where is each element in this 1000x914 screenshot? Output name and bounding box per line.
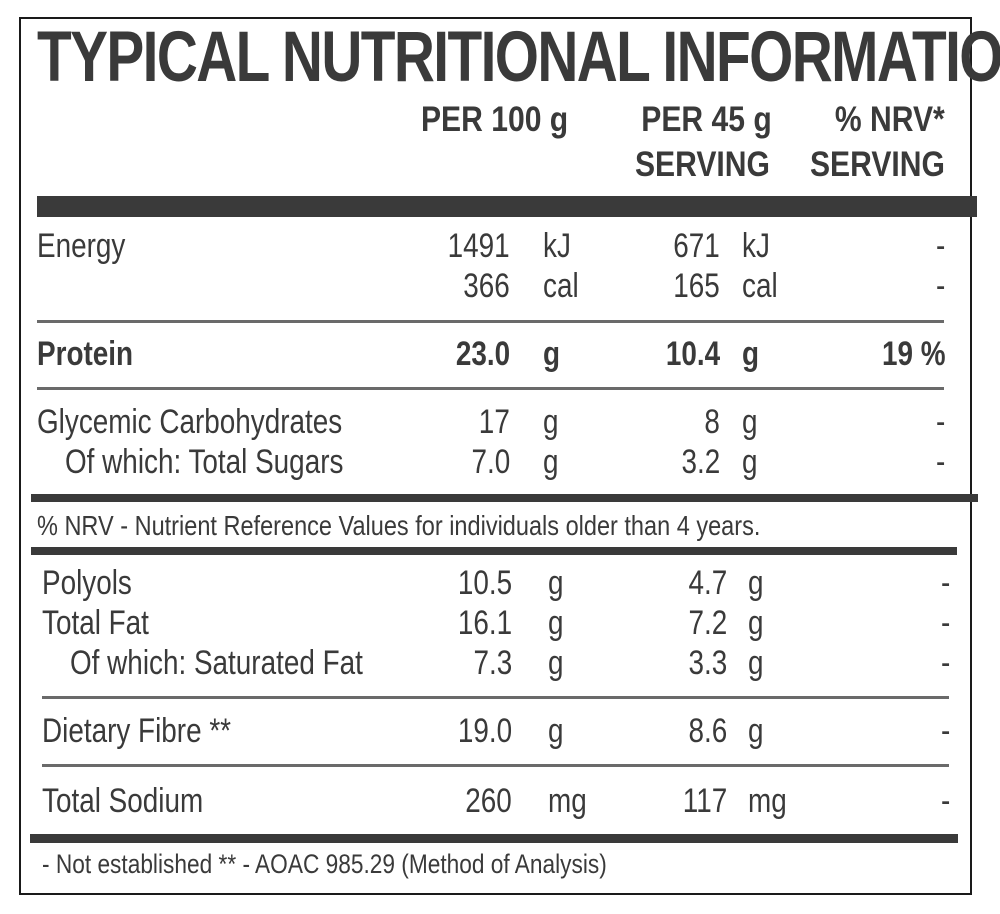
energy-unitserving-kj: kJ <box>742 227 770 265</box>
fat-serving: 7.2 <box>688 604 727 642</box>
polyols-per100: 10.5 <box>457 564 512 602</box>
energy-nrv-kj: - <box>935 227 945 265</box>
header-nrv-line2: SERVING <box>810 145 945 184</box>
satfat-unit100: g <box>548 644 564 682</box>
sodium-unitserving: mg <box>748 782 787 820</box>
satfat-nrv: - <box>940 644 950 682</box>
carbs-unit100: g <box>543 403 559 441</box>
protein-nrv: 19 % <box>881 335 945 373</box>
energy-per100-kj: 1491 <box>447 227 510 265</box>
carbs-per100: 17 <box>478 403 510 441</box>
sodium-per100: 260 <box>465 782 512 820</box>
row-divider <box>42 764 949 767</box>
sodium-nrv: - <box>940 782 950 820</box>
energy-per100-cal: 366 <box>463 267 510 305</box>
sugars-nrv: - <box>935 443 945 481</box>
section-divider-bar <box>31 547 957 555</box>
nrv-reference-note: % NRV - Nutrient Reference Values for in… <box>37 510 761 541</box>
row-label-energy: Energy <box>37 227 126 265</box>
polyols-unitserving: g <box>748 564 764 602</box>
energy-serving-cal: 165 <box>673 267 720 305</box>
footer-divider-bar <box>30 834 958 843</box>
carbs-nrv: - <box>935 403 945 441</box>
protein-per100: 23.0 <box>455 335 510 373</box>
header-divider-bar <box>37 196 977 217</box>
fat-unitserving: g <box>748 604 764 642</box>
fat-nrv: - <box>940 604 950 642</box>
sugars-serving: 3.2 <box>681 443 720 481</box>
fibre-unitserving: g <box>748 712 764 750</box>
nutrition-label-frame <box>19 17 972 895</box>
header-per-serving-line1: PER 45 g <box>641 100 772 139</box>
energy-unitserving-cal: cal <box>742 267 778 305</box>
energy-serving-kj: 671 <box>673 227 720 265</box>
sugars-unitserving: g <box>742 443 758 481</box>
section-divider-bar <box>31 494 978 502</box>
protein-serving: 10.4 <box>665 335 720 373</box>
row-label-total-fat: Total Fat <box>42 604 149 642</box>
satfat-unitserving: g <box>748 644 764 682</box>
satfat-per100: 7.3 <box>473 644 512 682</box>
fibre-unit100: g <box>548 712 564 750</box>
polyols-serving: 4.7 <box>688 564 727 602</box>
row-label-glycemic-carbohydrates: Glycemic Carbohydrates <box>37 403 343 441</box>
row-label-dietary-fibre: Dietary Fibre ** <box>42 712 232 750</box>
row-label-total-sugars: Of which: Total Sugars <box>65 443 344 481</box>
sugars-per100: 7.0 <box>471 443 510 481</box>
fibre-serving: 8.6 <box>688 712 727 750</box>
header-nrv-line1: % NRV* <box>835 100 945 139</box>
sodium-serving: 117 <box>682 782 727 820</box>
header-per-100g: PER 100 g <box>420 100 568 139</box>
sugars-unit100: g <box>543 443 559 481</box>
satfat-serving: 3.3 <box>688 644 727 682</box>
sodium-unit100: mg <box>548 782 587 820</box>
row-label-saturated-fat: Of which: Saturated Fat <box>70 644 363 682</box>
energy-unit100-cal: cal <box>543 267 579 305</box>
protein-unitserving: g <box>742 335 760 373</box>
row-divider <box>37 387 944 390</box>
row-label-polyols: Polyols <box>42 564 132 602</box>
footer-note: - Not established ** - AOAC 985.29 (Meth… <box>42 849 607 879</box>
fibre-nrv: - <box>940 712 950 750</box>
row-label-protein: Protein <box>37 335 134 373</box>
label-title: TYPICAL NUTRITIONAL INFORMATION <box>37 18 1000 97</box>
polyols-nrv: - <box>940 564 950 602</box>
fat-per100: 16.1 <box>457 604 512 642</box>
row-divider <box>37 320 944 323</box>
row-label-total-sodium: Total Sodium <box>42 782 204 820</box>
fibre-per100: 19.0 <box>457 712 512 750</box>
polyols-unit100: g <box>548 564 564 602</box>
fat-unit100: g <box>548 604 564 642</box>
protein-unit100: g <box>543 335 561 373</box>
row-divider <box>42 696 949 699</box>
header-per-serving-line2: SERVING <box>635 145 770 184</box>
energy-unit100-kj: kJ <box>543 227 571 265</box>
energy-nrv-cal: - <box>935 267 945 305</box>
carbs-serving: 8 <box>704 403 720 441</box>
carbs-unitserving: g <box>742 403 758 441</box>
